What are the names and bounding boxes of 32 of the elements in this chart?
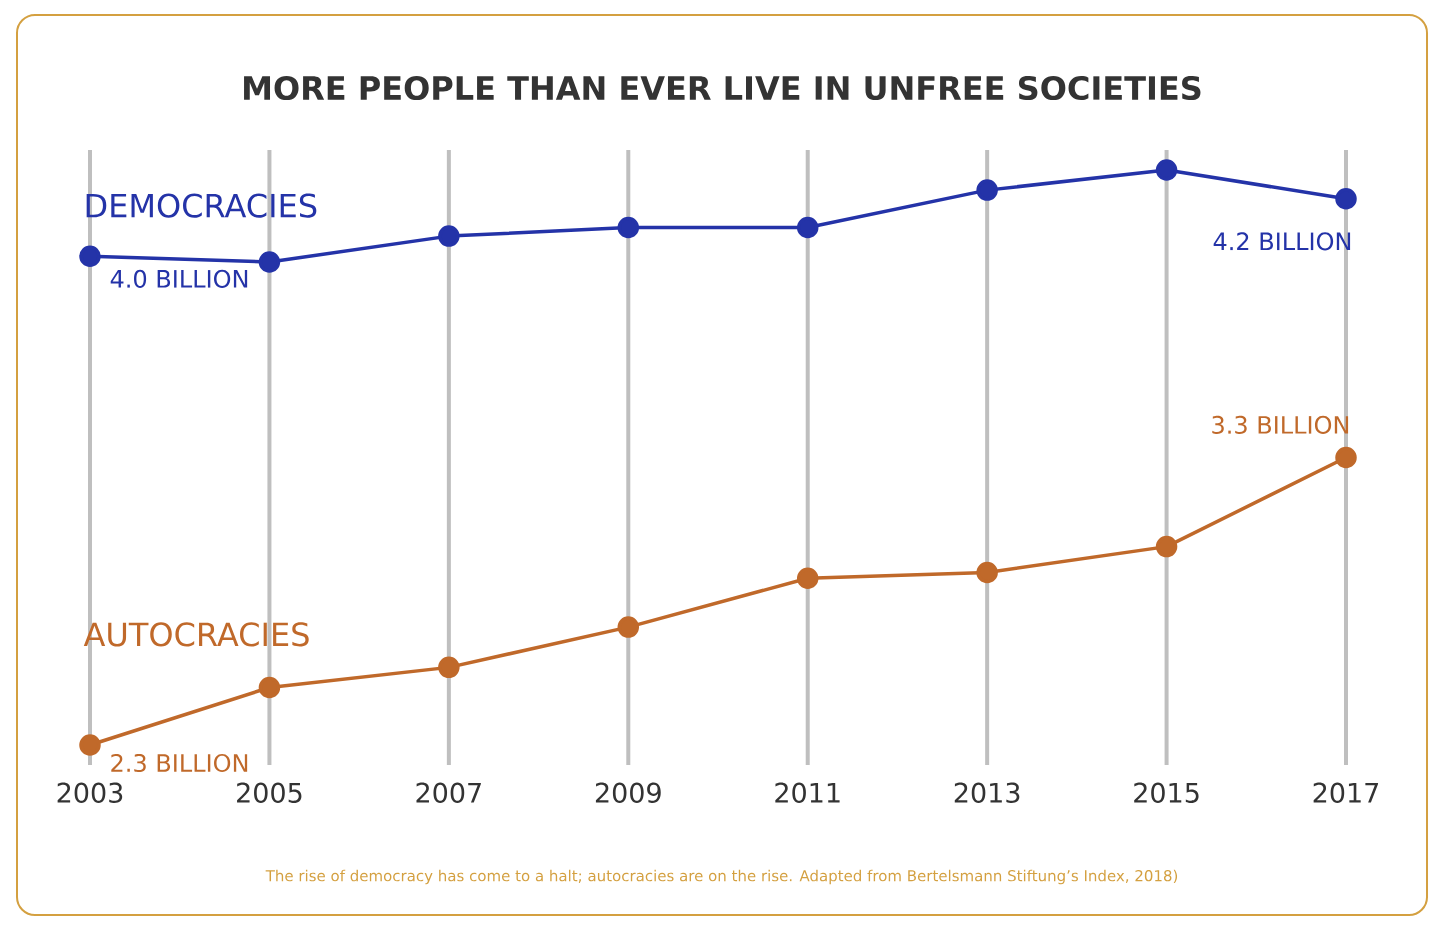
point bbox=[79, 734, 101, 756]
point bbox=[1335, 187, 1357, 210]
x-tick-label: 2011 bbox=[775, 782, 840, 803]
point bbox=[79, 245, 101, 267]
x-tick-label: 2007 bbox=[416, 782, 481, 803]
x-tick-label: 2005 bbox=[237, 782, 302, 803]
data-label: 4.0 BILLION bbox=[110, 269, 248, 288]
point bbox=[617, 616, 640, 638]
x-tick-label: 2003 bbox=[57, 782, 123, 803]
point bbox=[1155, 535, 1178, 558]
point bbox=[438, 225, 460, 247]
data-label: 2.3 BILLION bbox=[111, 753, 248, 773]
data-label: 3.3 BILLION bbox=[1212, 415, 1349, 434]
x-tick-label: 2009 bbox=[595, 782, 661, 803]
data-label: 4.2 BILLION bbox=[1213, 232, 1351, 251]
point bbox=[976, 179, 998, 201]
series-label: AUTOCRACIES bbox=[83, 622, 309, 647]
x-tick-label: 2017 bbox=[1313, 782, 1379, 803]
series-label: DEMOCRACIES bbox=[86, 193, 317, 218]
point bbox=[1155, 159, 1178, 181]
point bbox=[1335, 446, 1357, 469]
point bbox=[976, 561, 998, 584]
point bbox=[617, 216, 640, 239]
point bbox=[258, 251, 281, 273]
x-tick-label: 2015 bbox=[1134, 782, 1199, 803]
point bbox=[796, 216, 819, 239]
point bbox=[796, 567, 819, 589]
text: The rise of democracy has come to a halt; autocracies are on the rise. Adapted from Bertelsmann Stiftung’s Index, 2018) bbox=[265, 869, 1178, 885]
point bbox=[438, 656, 460, 679]
x-tick-label: 2013 bbox=[954, 782, 1020, 803]
point bbox=[258, 676, 281, 699]
chart-title: MORE PEOPLE THAN EVER LIVE IN UNFREE SOCIETIES bbox=[244, 75, 1201, 101]
